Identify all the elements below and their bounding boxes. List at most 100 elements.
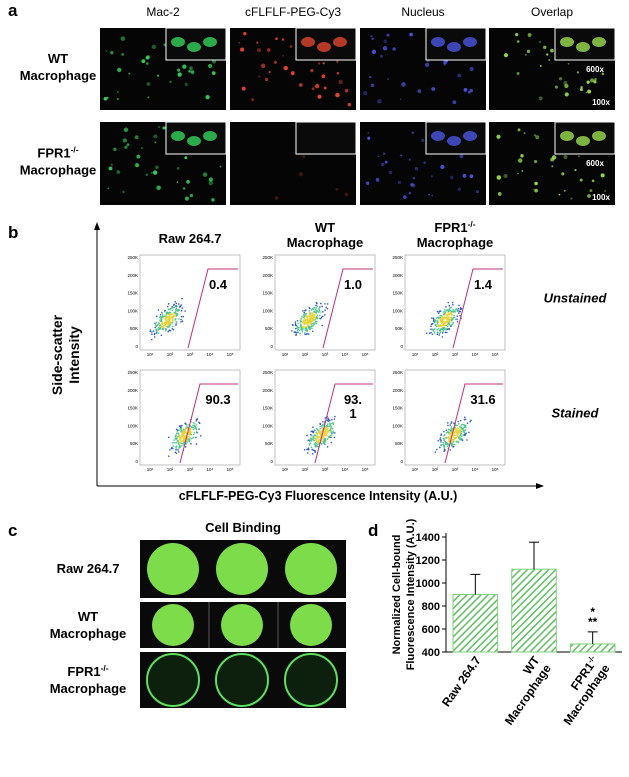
event — [308, 322, 311, 324]
cell — [401, 82, 406, 87]
event — [180, 309, 183, 312]
cell — [377, 155, 380, 158]
event — [446, 328, 449, 331]
event — [441, 318, 444, 320]
event — [437, 327, 440, 330]
event — [439, 310, 442, 312]
event — [175, 314, 178, 317]
event — [448, 431, 450, 434]
event — [434, 318, 436, 321]
event — [180, 321, 182, 323]
event — [193, 424, 196, 427]
event — [153, 332, 156, 335]
gate — [314, 383, 373, 464]
event — [453, 314, 455, 317]
event — [172, 445, 175, 447]
cell — [554, 85, 559, 89]
cell — [103, 96, 108, 101]
y-tick-label: 1000 — [416, 578, 440, 590]
x-axis-label: cFLFLF-PEG-Cy3 Fluorescence Intensity (A… — [179, 489, 458, 503]
inset-cell — [560, 37, 574, 47]
inset-cell — [317, 42, 331, 52]
cell — [459, 154, 464, 159]
event — [182, 444, 185, 446]
event — [302, 310, 304, 312]
cell — [208, 180, 213, 186]
event — [324, 440, 327, 443]
cell — [497, 192, 502, 196]
cell — [550, 48, 554, 53]
event — [440, 439, 442, 442]
event — [460, 435, 463, 437]
cell — [238, 41, 241, 44]
cell — [156, 185, 161, 191]
event — [199, 435, 202, 437]
cell — [375, 178, 380, 182]
cell — [370, 83, 375, 88]
cell — [515, 33, 519, 37]
plot-ytick: 150K — [127, 291, 138, 296]
event — [308, 444, 311, 446]
event — [308, 318, 310, 321]
event — [300, 318, 302, 320]
event — [176, 432, 178, 435]
cell — [379, 54, 383, 58]
plot-ytick: 200K — [392, 388, 403, 393]
significance: ** — [588, 615, 598, 629]
gate-value: 90.3 — [205, 392, 230, 407]
cell — [527, 33, 532, 37]
event — [442, 324, 444, 327]
event — [324, 309, 326, 312]
event — [168, 436, 170, 439]
event — [446, 445, 449, 448]
event — [436, 331, 439, 333]
plot-xtick: 10³ — [187, 467, 194, 472]
plot-ytick: 100K — [127, 308, 138, 313]
event — [309, 438, 312, 441]
event — [319, 425, 321, 428]
event — [306, 448, 308, 451]
event — [163, 310, 166, 312]
cell — [186, 179, 190, 184]
plot-xtick: 10⁴ — [207, 467, 214, 472]
cell — [496, 175, 502, 180]
cell — [399, 154, 402, 157]
event — [331, 427, 333, 430]
event — [318, 317, 321, 320]
event — [436, 322, 439, 325]
event — [442, 437, 445, 440]
event — [444, 449, 446, 451]
cell — [412, 176, 416, 180]
event — [313, 311, 316, 313]
magnification: 100x — [592, 193, 610, 202]
event — [330, 436, 332, 439]
event — [180, 440, 183, 443]
event — [195, 428, 198, 431]
event — [313, 443, 316, 445]
cell — [589, 189, 593, 193]
cell — [586, 80, 590, 84]
cell — [208, 63, 213, 69]
event — [161, 314, 164, 316]
cell — [268, 70, 271, 74]
event — [446, 443, 448, 446]
axis-arrow — [94, 222, 100, 230]
well — [290, 604, 332, 646]
cell — [124, 145, 128, 149]
event — [441, 336, 444, 338]
event — [169, 308, 172, 310]
cell — [134, 135, 139, 140]
event — [456, 315, 459, 318]
event — [443, 312, 446, 315]
event — [454, 427, 457, 430]
well — [146, 653, 200, 707]
event — [450, 429, 453, 432]
event — [327, 418, 330, 421]
event — [188, 436, 190, 438]
event — [160, 334, 163, 337]
cell — [463, 88, 468, 92]
event — [177, 310, 179, 312]
cell — [561, 172, 565, 176]
plot-ytick: 50K — [265, 326, 273, 331]
event — [449, 434, 452, 436]
